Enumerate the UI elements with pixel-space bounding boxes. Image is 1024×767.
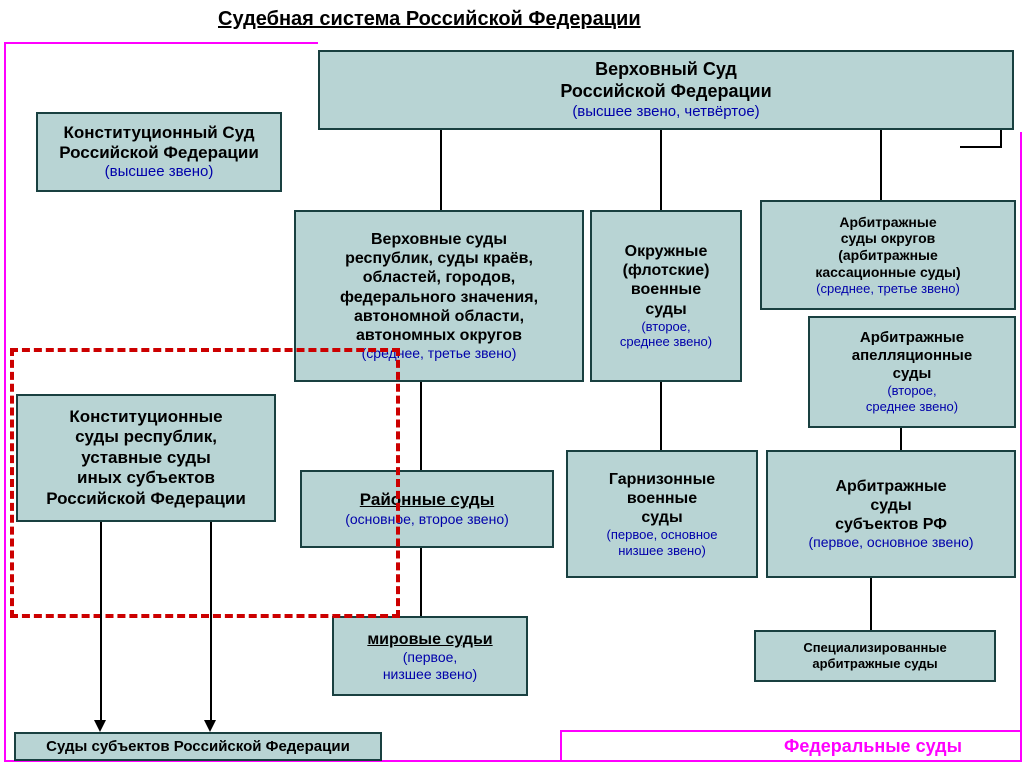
connector-line bbox=[210, 522, 212, 722]
as-l3: субъектов РФ bbox=[835, 515, 947, 534]
node-arbitration-subject-courts: Арбитражные суды субъектов РФ (первое, о… bbox=[766, 450, 1016, 578]
supreme-sub: (высшее звено, четвёртое) bbox=[572, 103, 759, 121]
as-l2: суды bbox=[870, 496, 911, 515]
connector-line bbox=[420, 382, 422, 470]
dm-l3: военные bbox=[631, 280, 701, 299]
magenta-line bbox=[4, 42, 6, 762]
dm-l1: Окружные bbox=[625, 242, 708, 261]
node-arbitration-district-courts: Арбитражные суды округов (арбитражные ка… bbox=[760, 200, 1016, 310]
magenta-line bbox=[1020, 132, 1022, 762]
supreme-line2: Российской Федерации bbox=[560, 81, 771, 103]
dashed-group-box bbox=[10, 348, 400, 618]
aa-l1: Арбитражные bbox=[860, 329, 964, 347]
magenta-line bbox=[560, 730, 1022, 732]
g-l3: суды bbox=[641, 508, 682, 527]
magenta-line bbox=[4, 42, 318, 44]
rg-l2: республик, суды краёв, bbox=[345, 249, 533, 268]
node-constitutional-court: Конституционный Суд Российской Федерации… bbox=[36, 112, 282, 192]
dm-s1: (второе, bbox=[641, 319, 690, 335]
connector-line bbox=[100, 522, 102, 722]
node-magistrates: мировые судьи (первое, низшее звено) bbox=[332, 616, 528, 696]
node-garrison-military-courts: Гарнизонные военные суды (первое, основн… bbox=[566, 450, 758, 578]
as-l1: Арбитражные bbox=[835, 477, 946, 496]
sa-l1: Специализированные bbox=[803, 640, 946, 656]
g-l2: военные bbox=[627, 489, 697, 508]
connector-line bbox=[960, 146, 1002, 148]
rg-l1: Верховные суды bbox=[371, 230, 507, 249]
m-s1: (первое, bbox=[403, 649, 458, 666]
dm-l2: (флотские) bbox=[623, 261, 710, 280]
connector-line bbox=[440, 130, 442, 210]
aa-l3: суды bbox=[893, 365, 932, 383]
m-l1: мировые судьи bbox=[367, 630, 492, 649]
g-s2: низшее звено) bbox=[618, 543, 706, 559]
m-s2: низшее звено) bbox=[383, 666, 477, 683]
ad-l2: суды округов bbox=[841, 230, 935, 247]
rg-l4: федерального значения, bbox=[340, 288, 538, 307]
magenta-line bbox=[560, 730, 562, 762]
ad-sub: (среднее, третье звено) bbox=[816, 281, 960, 297]
arrow-down-icon bbox=[94, 720, 106, 732]
label-federal-courts: Федеральные суды bbox=[784, 736, 962, 757]
connector-line bbox=[420, 548, 422, 616]
connector-line bbox=[660, 382, 662, 450]
rg-l3: областей, городов, bbox=[363, 268, 515, 287]
aa-s2: среднее звено) bbox=[866, 399, 958, 415]
page-title: Судебная система Российской Федерации bbox=[218, 8, 641, 31]
ad-l1: Арбитражные bbox=[839, 214, 936, 231]
g-l1: Гарнизонные bbox=[609, 470, 715, 489]
connector-line bbox=[870, 578, 872, 630]
connector-line bbox=[1000, 130, 1002, 146]
connector-line bbox=[880, 130, 882, 200]
arrow-down-icon bbox=[204, 720, 216, 732]
aa-s1: (второе, bbox=[887, 383, 936, 399]
node-supreme-court: Верховный Суд Российской Федерации (высш… bbox=[318, 50, 1014, 130]
dm-s2: среднее звено) bbox=[620, 334, 712, 350]
g-s1: (первое, основное bbox=[607, 527, 718, 543]
node-arbitration-appeal-courts: Арбитражные апелляционные суды (второе, … bbox=[808, 316, 1016, 428]
ad-l4: кассационные суды) bbox=[815, 264, 960, 281]
connector-line bbox=[900, 428, 902, 450]
aa-l2: апелляционные bbox=[852, 347, 972, 365]
supreme-line1: Верховный Суд bbox=[595, 59, 737, 81]
dm-l4: суды bbox=[645, 300, 686, 319]
sa-l2: арбитражные суды bbox=[812, 656, 937, 672]
rg-l6: автономных округов bbox=[356, 326, 522, 345]
connector-line bbox=[660, 130, 662, 210]
ad-l3: (арбитражные bbox=[838, 247, 938, 264]
node-district-military-courts: Окружные (флотские) военные суды (второе… bbox=[590, 210, 742, 382]
label-subject-courts: Суды субъектов Российской Федерации bbox=[14, 732, 382, 761]
const-line2: Российской Федерации bbox=[59, 143, 259, 163]
node-specialized-arbitration: Специализированные арбитражные суды bbox=[754, 630, 996, 682]
as-sub: (первое, основное звено) bbox=[808, 534, 973, 551]
const-line1: Конституционный Суд bbox=[63, 123, 254, 143]
rg-l5: автономной области, bbox=[354, 307, 524, 326]
const-sub: (высшее звено) bbox=[105, 163, 214, 181]
